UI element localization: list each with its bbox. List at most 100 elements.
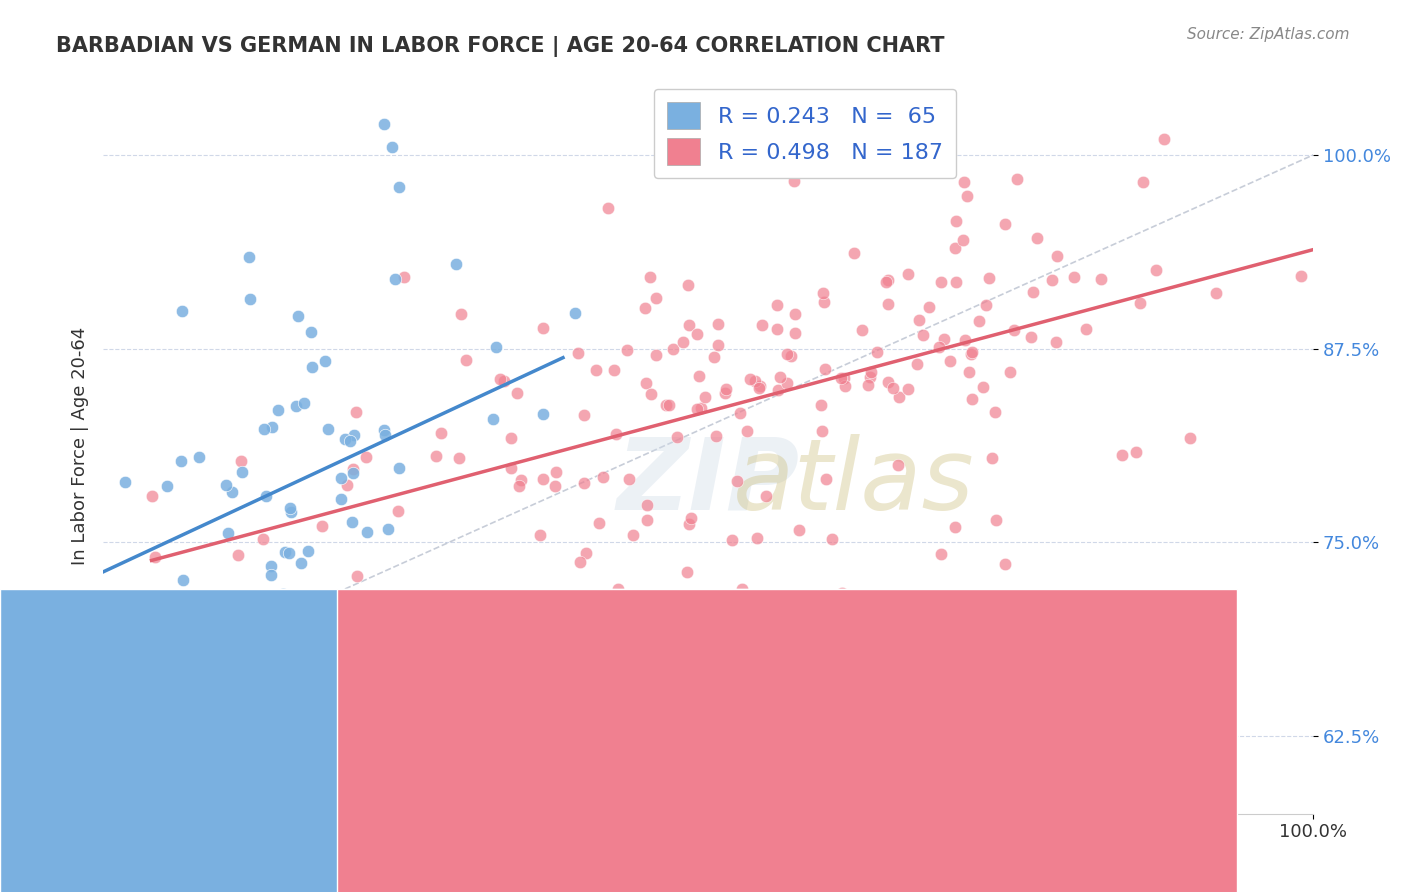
- Point: [488, 371, 510, 385]
- Point: [939, 353, 962, 368]
- Y-axis label: In Labor Force | Age 20-64: In Labor Force | Age 20-64: [72, 326, 89, 565]
- Point: [858, 377, 880, 392]
- Point: [866, 345, 889, 359]
- Point: [585, 363, 607, 377]
- Point: [831, 586, 853, 600]
- Point: [167, 590, 190, 604]
- Point: [356, 524, 378, 539]
- Point: [350, 676, 373, 690]
- Point: [531, 320, 554, 334]
- Point: [361, 590, 384, 604]
- Point: [877, 376, 900, 390]
- Point: [598, 201, 620, 215]
- Point: [676, 278, 699, 293]
- Point: [492, 374, 515, 388]
- Point: [897, 268, 920, 282]
- Point: [813, 295, 835, 310]
- Point: [934, 333, 956, 347]
- Point: [531, 407, 554, 421]
- Point: [673, 598, 696, 612]
- Point: [603, 362, 626, 376]
- Point: [1132, 175, 1154, 189]
- Point: [703, 350, 725, 364]
- Point: [776, 346, 799, 360]
- Point: [979, 270, 1001, 285]
- Point: [766, 298, 789, 312]
- Point: [224, 707, 246, 722]
- Point: [522, 589, 544, 603]
- Point: [945, 275, 967, 289]
- Point: [260, 420, 283, 434]
- Point: [706, 429, 728, 443]
- Point: [943, 241, 966, 255]
- Point: [529, 528, 551, 542]
- Point: [588, 516, 610, 530]
- Point: [981, 451, 1004, 466]
- Point: [766, 321, 789, 335]
- Point: [361, 625, 384, 640]
- Point: [260, 568, 283, 582]
- Point: [297, 543, 319, 558]
- Point: [875, 275, 897, 289]
- Point: [658, 398, 681, 412]
- Point: [104, 617, 127, 632]
- Point: [239, 292, 262, 306]
- Legend: R = 0.243   N =  65, R = 0.498   N = 187: R = 0.243 N = 65, R = 0.498 N = 187: [654, 88, 956, 178]
- Point: [373, 423, 395, 437]
- Point: [506, 385, 529, 400]
- Point: [783, 174, 806, 188]
- Point: [387, 504, 409, 518]
- Point: [568, 556, 591, 570]
- Point: [114, 475, 136, 489]
- Point: [842, 245, 865, 260]
- Point: [444, 257, 467, 271]
- Point: [661, 343, 683, 357]
- Point: [388, 461, 411, 475]
- Point: [377, 522, 399, 536]
- Point: [1125, 445, 1147, 459]
- Point: [952, 175, 974, 189]
- Point: [686, 326, 709, 341]
- Point: [354, 591, 377, 606]
- Point: [1074, 322, 1097, 336]
- Point: [449, 450, 471, 465]
- Point: [766, 384, 789, 398]
- Point: [316, 422, 339, 436]
- Point: [1040, 273, 1063, 287]
- Point: [145, 549, 167, 564]
- Point: [340, 515, 363, 529]
- Point: [737, 424, 759, 438]
- Point: [429, 426, 451, 441]
- Point: [830, 371, 852, 385]
- Point: [1129, 296, 1152, 310]
- Point: [1063, 270, 1085, 285]
- Point: [339, 434, 361, 448]
- Point: [271, 587, 294, 601]
- Point: [384, 271, 406, 285]
- Point: [707, 317, 730, 331]
- Point: [814, 362, 837, 376]
- Point: [725, 474, 748, 488]
- Point: [645, 291, 668, 305]
- Point: [284, 399, 307, 413]
- Point: [665, 430, 688, 444]
- Text: atlas: atlas: [733, 434, 974, 531]
- Point: [785, 326, 807, 341]
- Point: [155, 479, 177, 493]
- Point: [373, 117, 395, 131]
- Point: [974, 298, 997, 312]
- Point: [356, 450, 378, 465]
- Point: [499, 431, 522, 445]
- Point: [929, 275, 952, 289]
- Point: [228, 548, 250, 562]
- Point: [544, 478, 567, 492]
- Point: [636, 498, 658, 512]
- Point: [1178, 431, 1201, 445]
- Point: [344, 405, 367, 419]
- Point: [605, 426, 627, 441]
- Point: [821, 532, 844, 546]
- Point: [592, 470, 614, 484]
- Point: [810, 398, 832, 412]
- Point: [984, 405, 1007, 419]
- Point: [485, 340, 508, 354]
